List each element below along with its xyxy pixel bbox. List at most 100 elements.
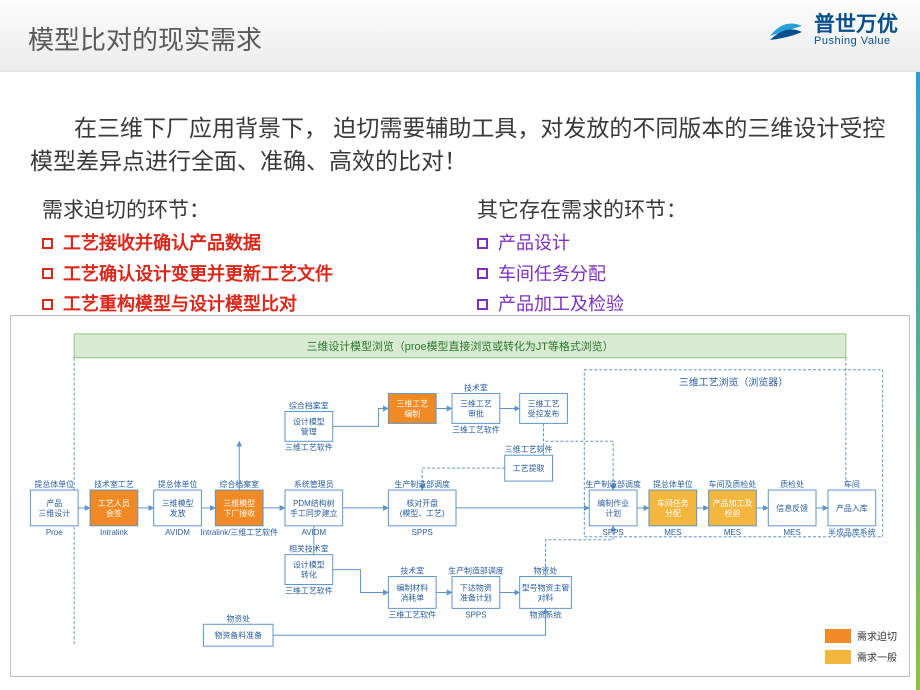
list-item: 工艺确认设计变更并更新工艺文件 xyxy=(42,259,457,290)
svg-text:技术室: 技术室 xyxy=(400,566,424,576)
svg-text:三维工艺软件: 三维工艺软件 xyxy=(388,609,436,619)
flow-node: 技术室工艺工艺人员会签Intralink xyxy=(90,479,138,537)
flow-node: 提总体单位三维模型发放AVIDM xyxy=(154,479,202,537)
svg-text:Proe: Proe xyxy=(46,528,63,537)
svg-text:物资处: 物资处 xyxy=(226,613,250,623)
list-item: 车间任务分配 xyxy=(477,259,892,290)
bullet-icon xyxy=(477,238,488,249)
legend-urgent: 需求迫切 xyxy=(825,628,897,643)
flow-node: 综合档案室设计模型管理三维工艺软件 xyxy=(285,400,333,452)
flow-node: 系统管理员PDM结构树手工同步建立AVIDM xyxy=(285,479,343,537)
svg-text:转化: 转化 xyxy=(301,570,317,580)
svg-text:三维工艺软件: 三维工艺软件 xyxy=(505,444,553,454)
svg-text:三维工艺软件: 三维工艺软件 xyxy=(285,442,333,452)
svg-text:分配: 分配 xyxy=(665,509,681,518)
svg-text:质检处: 质检处 xyxy=(780,479,804,489)
item-text: 车间任务分配 xyxy=(498,259,606,290)
svg-text:半成品库系统: 半成品库系统 xyxy=(828,527,876,537)
flow-node: 提总体单位产品三维设计Proe xyxy=(30,479,78,537)
svg-text:产品入库: 产品入库 xyxy=(836,503,868,513)
col-left-head: 需求迫切的环节： xyxy=(42,194,457,224)
side-stripe xyxy=(916,72,920,690)
svg-text:检验: 检验 xyxy=(725,508,741,518)
flow-node: 物资处物资备料准备 xyxy=(203,613,273,646)
svg-text:相关技术室: 相关技术室 xyxy=(289,544,329,554)
svg-text:提总体单位: 提总体单位 xyxy=(158,479,198,489)
svg-text:三维工艺软件: 三维工艺软件 xyxy=(285,585,333,595)
legend: 需求迫切 需求一般 xyxy=(825,622,897,664)
flow-node: 三维工艺编制 xyxy=(388,394,436,424)
flow-node: 相关技术室设计模型转化三维工艺软件 xyxy=(285,544,333,596)
list-item: 产品设计 xyxy=(477,228,892,259)
svg-text:MES: MES xyxy=(724,528,741,537)
col-right: 其它存在需求的环节： 产品设计 车间任务分配 产品加工及检验 xyxy=(457,194,892,320)
flow-node: 质检处信息反馈 MES xyxy=(768,479,816,537)
col-left-list: 工艺接收并确认产品数据 工艺确认设计变更并更新工艺文件 工艺重构模型与设计模型比… xyxy=(42,228,457,320)
item-text: 产品设计 xyxy=(498,228,570,259)
svg-text:三维工艺: 三维工艺 xyxy=(460,398,492,408)
svg-text:提总体单位: 提总体单位 xyxy=(653,479,693,489)
logo-text-cn: 普世万优 xyxy=(814,14,898,35)
bullet-icon xyxy=(477,299,488,310)
svg-text:编制: 编制 xyxy=(404,408,420,418)
svg-text:Intralink/三维工艺软件: Intralink/三维工艺软件 xyxy=(200,527,278,537)
svg-text:三维工艺: 三维工艺 xyxy=(528,398,560,408)
svg-text:发放: 发放 xyxy=(170,508,186,518)
nodes: 提总体单位产品三维设计Proe技术室工艺工艺人员会签Intralink提总体单位… xyxy=(30,383,875,647)
svg-text:生产制造部调度: 生产制造部调度 xyxy=(448,566,504,576)
svg-text:编制作业: 编制作业 xyxy=(597,498,629,508)
svg-text:Intralink: Intralink xyxy=(100,528,128,537)
svg-text:产品加工及: 产品加工及 xyxy=(713,498,753,508)
svg-text:工艺人员: 工艺人员 xyxy=(98,499,130,508)
svg-text:对料: 对料 xyxy=(538,592,554,602)
flow-node: 三维工艺受控发布 xyxy=(520,394,568,424)
flow-node: 三维工艺软件工艺提取 xyxy=(505,444,553,481)
flow-node: 物资处型号物资主管对料物资系统 xyxy=(520,566,572,620)
svg-text:消耗单: 消耗单 xyxy=(400,592,424,602)
legend-label: 需求迫切 xyxy=(857,628,897,643)
legend-normal: 需求一般 xyxy=(825,649,897,664)
flow-diagram: 三维设计模型浏览（proe模型直接浏览或转化为JT等格式浏览） 三维工艺浏览（浏… xyxy=(10,315,910,677)
intro-text: 在三维下厂应用背景下， 迫切需要辅助工具，对发放的不同版本的三维设计受控模型差异… xyxy=(30,112,890,179)
flow-node: 车间及质检处产品加工及检验MES xyxy=(709,479,757,537)
flow-node: 生产制造部调度编制作业计划SPPS xyxy=(585,479,641,537)
svg-text:三维模型: 三维模型 xyxy=(162,498,194,508)
logo-text-en: Pushing Value xyxy=(814,35,898,47)
bullet-icon xyxy=(42,268,53,279)
svg-text:MES: MES xyxy=(784,528,801,537)
svg-text:三维设计: 三维设计 xyxy=(38,508,70,518)
flow-node: 生产制造部调度下达物资准备计划 SPPS xyxy=(448,566,504,620)
svg-text:审批: 审批 xyxy=(468,408,484,418)
legend-label: 需求一般 xyxy=(857,649,897,664)
svg-text:三维模型: 三维模型 xyxy=(223,498,255,508)
svg-text:PDM结构树: PDM结构树 xyxy=(293,498,335,508)
flow-node: 提总体单位车间任务分配MES xyxy=(649,479,697,537)
svg-text:SPPS: SPPS xyxy=(465,610,486,619)
svg-text:MES: MES xyxy=(664,528,681,537)
svg-text:SPPS: SPPS xyxy=(603,528,624,537)
svg-text:下达物资: 下达物资 xyxy=(460,582,492,592)
col-right-list: 产品设计 车间任务分配 产品加工及检验 xyxy=(477,228,892,320)
svg-text:下厂接收: 下厂接收 xyxy=(223,508,255,518)
svg-text:综合档案室: 综合档案室 xyxy=(219,479,259,489)
svg-text:工艺提取: 工艺提取 xyxy=(513,463,545,473)
header: 模型比对的现实需求 普世万优 Pushing Value xyxy=(0,0,920,72)
svg-text:信息反馈: 信息反馈 xyxy=(776,503,808,513)
svg-text:综合档案室: 综合档案室 xyxy=(289,400,329,410)
item-text: 工艺接收并确认产品数据 xyxy=(63,228,261,259)
bullet-icon xyxy=(42,299,53,310)
svg-text:核对开盘: 核对开盘 xyxy=(406,498,438,508)
svg-text:物资备料准备: 物资备料准备 xyxy=(214,630,262,640)
svg-text:技术室: 技术室 xyxy=(464,383,488,393)
svg-text:技术室工艺: 技术室工艺 xyxy=(94,479,134,489)
svg-text:三维工艺软件: 三维工艺软件 xyxy=(452,424,500,434)
svg-text:型号物资主管: 型号物资主管 xyxy=(522,582,570,592)
svg-text:系统管理员: 系统管理员 xyxy=(294,479,334,489)
svg-text:准备计划: 准备计划 xyxy=(460,592,492,602)
svg-text:受控发布: 受控发布 xyxy=(528,408,560,418)
svg-text:生产制造部调度: 生产制造部调度 xyxy=(394,479,450,489)
svg-text:管理: 管理 xyxy=(301,426,317,436)
logo: 普世万优 Pushing Value xyxy=(766,10,898,50)
svg-text:编制材料: 编制材料 xyxy=(396,582,428,592)
svg-text:产品: 产品 xyxy=(46,498,62,508)
